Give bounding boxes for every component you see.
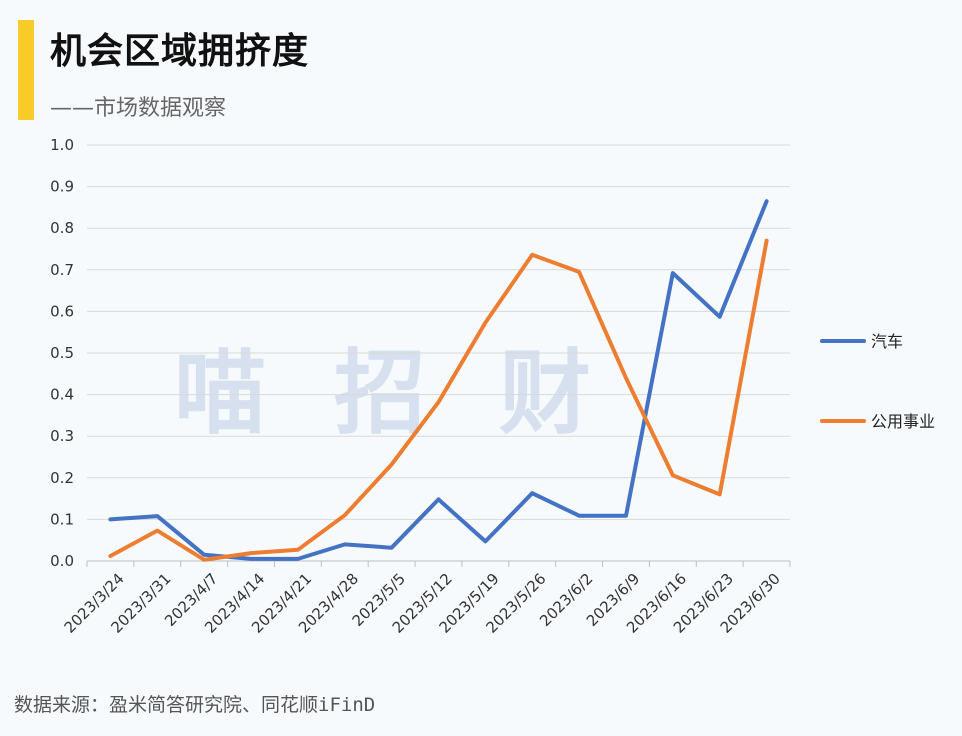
page-title: 机会区域拥挤度 — [50, 31, 310, 72]
data-point — [155, 529, 159, 533]
data-point — [671, 271, 675, 275]
y-tick-label: 0.5 — [50, 344, 74, 362]
data-point — [765, 239, 769, 243]
data-point — [530, 253, 534, 257]
data-point — [483, 539, 487, 543]
y-tick-label: 1.0 — [50, 136, 74, 154]
data-point — [671, 473, 675, 477]
watermark-char: 喵 — [174, 340, 266, 447]
legend-label: 公用事业 — [871, 412, 935, 431]
data-point — [624, 514, 628, 518]
data-point — [296, 548, 300, 552]
page-subtitle: ——市场数据观察 — [50, 96, 227, 121]
data-point — [296, 557, 300, 561]
data-point — [343, 542, 347, 546]
data-point — [718, 315, 722, 319]
y-tick-label: 0.3 — [50, 427, 74, 445]
data-point — [390, 462, 394, 466]
data-point — [577, 270, 581, 274]
data-point — [108, 517, 112, 521]
data-point — [765, 199, 769, 203]
y-tick-label: 0.6 — [50, 302, 74, 320]
data-point — [390, 546, 394, 550]
data-point — [249, 551, 253, 555]
data-point — [202, 558, 206, 562]
y-tick-label: 0.1 — [50, 510, 74, 528]
data-point — [202, 553, 206, 557]
data-point — [718, 492, 722, 496]
y-tick-label: 0.2 — [50, 469, 74, 487]
y-tick-label: 0.0 — [50, 552, 74, 570]
y-tick-label: 0.8 — [50, 219, 74, 237]
data-point — [577, 514, 581, 518]
y-tick-label: 0.9 — [50, 178, 74, 196]
title-accent-bar — [18, 20, 34, 120]
data-point — [108, 554, 112, 558]
data-point — [437, 497, 440, 501]
data-point — [343, 513, 347, 517]
data-point — [155, 514, 159, 518]
y-tick-label: 0.4 — [50, 386, 74, 404]
data-point — [249, 557, 253, 561]
watermark-char: 招 — [334, 340, 426, 447]
legend-label: 汽车 — [871, 332, 903, 351]
data-point — [483, 321, 487, 325]
data-point — [437, 400, 440, 404]
data-source-note: 数据来源：盈米简答研究院、同花顺iFinD — [14, 694, 376, 716]
data-point — [530, 491, 534, 495]
watermark-char: 财 — [499, 340, 591, 447]
data-point — [624, 376, 628, 380]
y-tick-label: 0.7 — [50, 261, 74, 279]
